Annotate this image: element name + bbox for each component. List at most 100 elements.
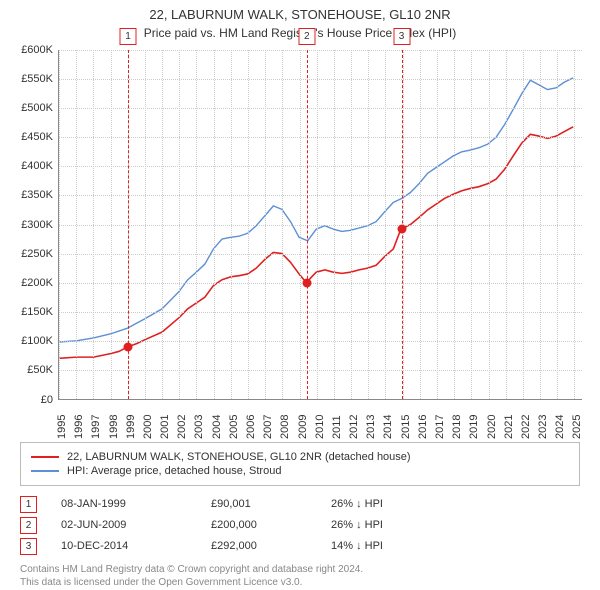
y-axis-label: £350K [21,189,53,201]
sale-event-diff: 26% ↓ HPI [331,519,451,531]
y-axis-label: £400K [21,160,53,172]
gridline-horizontal [59,79,582,80]
gridline-vertical [248,50,249,399]
gridline-horizontal [59,254,582,255]
sale-event-date: 02-JUN-2009 [37,519,211,531]
gridline-horizontal [59,50,582,51]
legend-label: 22, LABURNUM WALK, STONEHOUSE, GL10 2NR … [67,451,411,463]
legend-item: 22, LABURNUM WALK, STONEHOUSE, GL10 2NR … [31,451,569,463]
gridline-vertical [454,50,455,399]
y-axis-label: £500K [21,102,53,114]
x-axis-label: 2019 [468,399,480,439]
y-axis-label: £100K [21,335,53,347]
footnote: Contains HM Land Registry data © Crown c… [20,563,580,589]
x-axis-label: 2011 [331,399,343,439]
sale-event-date: 08-JAN-1999 [37,498,211,510]
x-axis-label: 1996 [73,399,85,439]
gridline-vertical [317,50,318,399]
x-axis-label: 2014 [382,399,394,439]
x-axis-label: 2004 [211,399,223,439]
gridline-vertical [489,50,490,399]
gridline-vertical [231,50,232,399]
gridline-vertical [196,50,197,399]
gridline-vertical [420,50,421,399]
sale-event-diff: 14% ↓ HPI [331,540,451,552]
x-axis-label: 1998 [108,399,120,439]
gridline-vertical [506,50,507,399]
x-axis-label: 1997 [90,399,102,439]
gridline-vertical [265,50,266,399]
gridline-vertical [351,50,352,399]
gridline-vertical [471,50,472,399]
gridline-vertical [437,50,438,399]
gridline-horizontal [59,166,582,167]
gridline-vertical [214,50,215,399]
gridline-horizontal [59,370,582,371]
gridline-horizontal [59,341,582,342]
gridline-horizontal [59,195,582,196]
sale-events-table: 108-JAN-1999£90,00126% ↓ HPI202-JUN-2009… [20,496,580,555]
x-axis-label: 2003 [193,399,205,439]
legend-swatch [31,470,59,472]
x-axis-label: 2017 [434,399,446,439]
x-axis-label: 2005 [228,399,240,439]
sale-event-date: 10-DEC-2014 [37,540,211,552]
gridline-vertical [76,50,77,399]
x-axis-label: 2020 [486,399,498,439]
gridline-vertical [540,50,541,399]
sale-event-price: £90,001 [211,498,331,510]
sale-marker-number-box: 1 [120,28,137,45]
y-axis-label: £250K [21,248,53,260]
chart-title: 22, LABURNUM WALK, STONEHOUSE, GL10 2NR [0,6,600,24]
y-axis-label: £0 [41,394,53,406]
y-axis-label: £600K [21,44,53,56]
y-axis-label: £50K [27,364,53,376]
x-axis-label: 2006 [245,399,257,439]
sale-event-price: £200,000 [211,519,331,531]
x-axis-label: 2024 [554,399,566,439]
gridline-vertical [179,50,180,399]
gridline-vertical [300,50,301,399]
gridline-vertical [334,50,335,399]
gridline-horizontal [59,108,582,109]
gridline-vertical [557,50,558,399]
gridline-horizontal [59,225,582,226]
gridline-vertical [145,50,146,399]
sale-event-number-box: 2 [20,517,37,534]
y-axis-label: £450K [21,131,53,143]
x-axis-label: 2015 [400,399,412,439]
x-axis-label: 2016 [417,399,429,439]
gridline-vertical [574,50,575,399]
footnote-line-1: Contains HM Land Registry data © Crown c… [20,563,580,576]
gridline-horizontal [59,312,582,313]
x-axis-label: 2018 [451,399,463,439]
legend-box: 22, LABURNUM WALK, STONEHOUSE, GL10 2NR … [20,442,580,486]
x-axis-label: 2008 [279,399,291,439]
x-axis-label: 2010 [314,399,326,439]
y-axis-label: £150K [21,306,53,318]
x-axis-label: 2001 [159,399,171,439]
gridline-vertical [93,50,94,399]
x-axis-label: 2023 [537,399,549,439]
gridline-vertical [111,50,112,399]
sale-marker-point [124,343,133,352]
y-axis-label: £300K [21,219,53,231]
x-axis-label: 2002 [176,399,188,439]
sale-event-row: 202-JUN-2009£200,00026% ↓ HPI [20,517,580,534]
gridline-vertical [385,50,386,399]
x-axis-label: 1999 [125,399,137,439]
legend-item: HPI: Average price, detached house, Stro… [31,465,569,477]
gridline-vertical [368,50,369,399]
gridline-vertical [162,50,163,399]
footnote-line-2: This data is licensed under the Open Gov… [20,576,580,589]
sale-event-row: 108-JAN-1999£90,00126% ↓ HPI [20,496,580,513]
x-axis-label: 2000 [142,399,154,439]
x-axis-label: 2007 [262,399,274,439]
x-axis-label: 2021 [503,399,515,439]
sale-event-number-box: 1 [20,496,37,513]
x-axis-label: 2013 [365,399,377,439]
sale-marker-point [302,278,311,287]
gridline-vertical [523,50,524,399]
chart-plot-area: £0£50K£100K£150K£200K£250K£300K£350K£400… [58,50,582,400]
sale-event-price: £292,000 [211,540,331,552]
